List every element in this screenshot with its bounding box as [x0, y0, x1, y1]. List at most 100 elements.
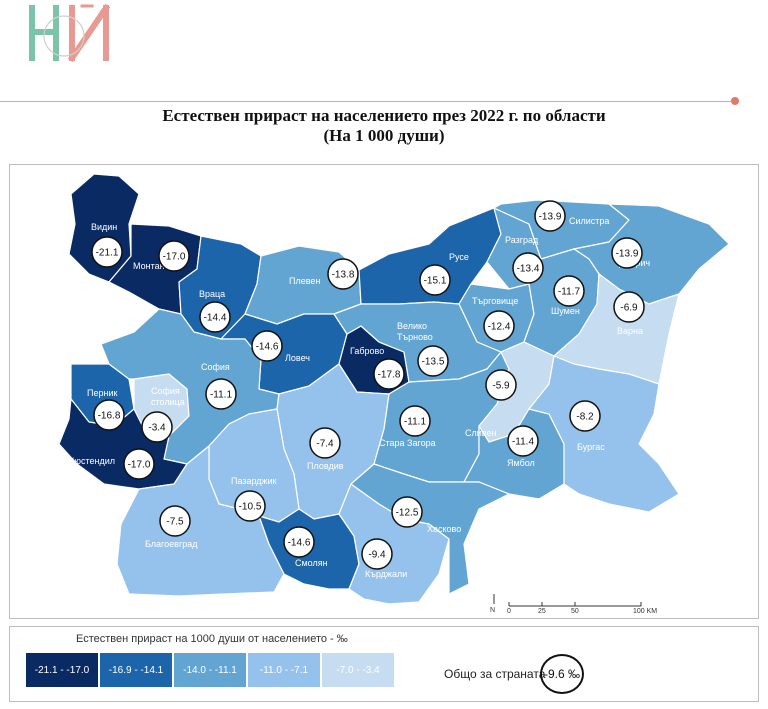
region-5-name: Разград [505, 235, 539, 245]
region-23-value: -10.5 [239, 502, 262, 513]
region-5-value: -13.4 [517, 264, 540, 275]
region-2-value: -14.4 [204, 313, 227, 324]
region-6-value: -13.9 [539, 212, 562, 223]
region-24-value: -7.5 [166, 517, 184, 528]
region-14-name: Перник [87, 388, 117, 398]
region-12-value-circle [373, 358, 405, 390]
nsi-logo [29, 4, 111, 62]
region-9-value-circle [553, 275, 585, 307]
region-25-name: Смолян [295, 558, 328, 568]
region-18-value-circle [309, 427, 341, 459]
region-4-value: -15.1 [424, 276, 447, 287]
region-1-value: -17.0 [163, 252, 186, 263]
region-15-value-circle [141, 411, 173, 443]
region-9-name: Шумен [551, 306, 580, 316]
title-line-1: Естествен прираст на населението през 20… [162, 106, 606, 125]
region-2-name: Враца [199, 289, 225, 299]
region-25-value-circle [283, 526, 315, 558]
region-10-value-circle [613, 291, 645, 323]
region-23-value-circle [234, 490, 266, 522]
region-11-name: Ловеч [285, 353, 310, 363]
region-19-value: -11.1 [404, 417, 426, 428]
scale-tick-25: 25 [538, 608, 546, 615]
region-11-value: -14.6 [256, 342, 279, 353]
legend-bin-1: -21.1 - -17.0 [25, 652, 99, 688]
region-15-name: София столица [151, 386, 185, 407]
region-10-value: -6.9 [620, 303, 638, 314]
legend-bin-2: -16.9 - -14.1 [99, 652, 173, 688]
region-20-name: Сливен [465, 428, 496, 438]
scale-tick-100: 100 KM [633, 608, 657, 615]
region-9-value: -11.7 [558, 287, 580, 298]
region-22-value: -8.2 [576, 412, 594, 423]
region-20-value: -5.9 [492, 381, 510, 392]
region-0-name: Видин [91, 222, 117, 232]
region-12-value: -17.8 [378, 370, 401, 381]
scale-tick-50: 50 [571, 608, 579, 615]
legend-frame [9, 626, 759, 702]
region-0-value: -21.1 [96, 248, 119, 259]
region-3-name: Плевен [289, 276, 320, 286]
region-16-name: София [201, 362, 230, 372]
region-16-value-circle [205, 378, 237, 410]
region-1-value-circle [158, 240, 190, 272]
region-18-name: Пловдив [307, 461, 344, 471]
region-21-value: -11.4 [512, 437, 534, 448]
region-26-name: Кърджали [365, 569, 407, 579]
region-17-value-circle [123, 448, 155, 480]
region-8-value: -12.4 [488, 322, 511, 333]
title-line-2: (На 1 000 души) [323, 126, 445, 145]
region-12-name: Габрово [350, 346, 384, 356]
region-14-value: -16.8 [98, 411, 121, 422]
legend-bins: -21.1 - -17.0 -16.9 - -14.1 -14.0 - -11.… [25, 652, 395, 688]
region-16-value: -11.1 [210, 390, 232, 401]
region-27-value: -12.5 [396, 508, 419, 519]
region-27-value-circle [391, 496, 423, 528]
region-3-value: -13.8 [332, 270, 355, 281]
north-label: N [490, 607, 495, 614]
region-26-value-circle [361, 538, 393, 570]
region-3-value-circle [327, 258, 359, 290]
region-8-name: Търговище [472, 296, 518, 306]
region-24-value-circle [159, 505, 191, 537]
legend-bin-5: -7.0 - -3.4 [321, 652, 395, 688]
total-value-badge: -9.6 ‰ [540, 654, 584, 694]
region-25-value: -14.6 [288, 538, 311, 549]
region-24-name: Благоевград [145, 539, 198, 549]
region-22-name: Бургас [577, 442, 605, 452]
region-8-value-circle [483, 310, 515, 342]
region-17-value: -17.0 [128, 460, 151, 471]
header-rule-dot [731, 97, 739, 105]
region-22-value-circle [569, 400, 601, 432]
region-5-value-circle [512, 252, 544, 284]
region-7-value-circle [611, 237, 643, 269]
legend-bin-4: -11.0 - -7.1 [247, 652, 321, 688]
region-burgas[interactable] [528, 355, 680, 513]
region-17-name: Кюстендил [69, 456, 115, 466]
region-21-value-circle [507, 425, 539, 457]
legend-title: Естествен прираст на 1000 души от населе… [76, 633, 348, 645]
region-15-value: -3.4 [148, 423, 166, 434]
region-4-name: Русе [449, 252, 469, 262]
region-13-value: -13.5 [422, 357, 445, 368]
page-title: Естествен прираст на населението през 20… [0, 106, 768, 146]
region-23-name: Пазарджик [231, 476, 277, 486]
region-21-name: Ямбол [507, 458, 535, 468]
scale-tick-0: 0 [507, 608, 511, 615]
region-10-name: Варна [617, 326, 643, 336]
region-14-value-circle [93, 399, 125, 431]
region-19-name: Стара Загора [379, 438, 436, 448]
region-2-value-circle [199, 301, 231, 333]
legend-bin-3: -14.0 - -11.1 [173, 652, 247, 688]
header-rule [0, 101, 734, 102]
scale-bar: N 0 25 50 100 KM [490, 594, 657, 615]
region-18-value: -7.4 [316, 439, 334, 450]
region-13-value-circle [417, 345, 449, 377]
region-7-value: -13.9 [616, 249, 639, 260]
region-0-value-circle [91, 236, 123, 268]
total-label: Общо за страната [444, 667, 546, 681]
region-19-value-circle [399, 405, 431, 437]
region-1-name: Монтана [133, 261, 170, 271]
bulgaria-map: N 0 25 50 100 KM Видин-21.1Монтана-17.0В… [58, 173, 730, 615]
region-4-value-circle [419, 264, 451, 296]
